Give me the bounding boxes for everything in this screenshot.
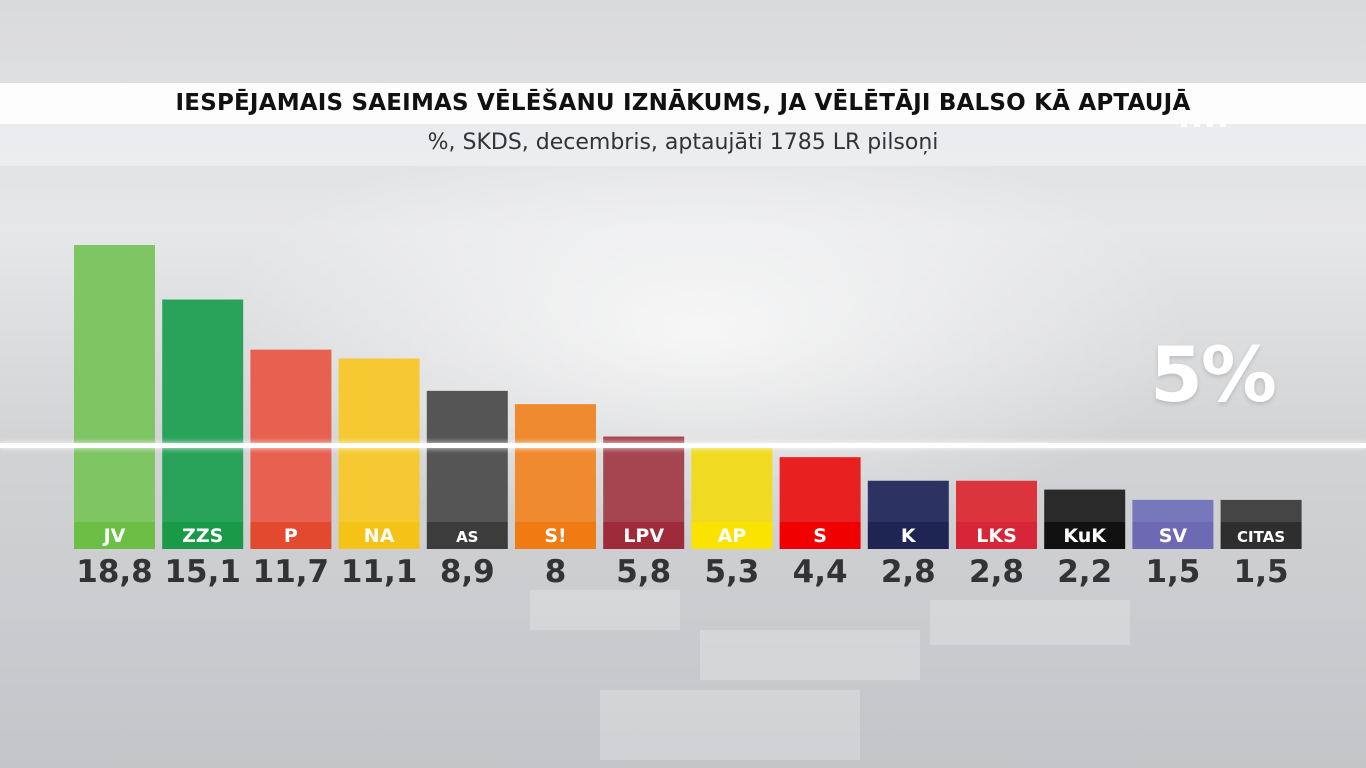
- value-label: 8: [545, 554, 567, 590]
- bar-label-box: [691, 522, 773, 549]
- bar-lpv: [603, 436, 685, 522]
- value-label: 15,1: [164, 554, 241, 590]
- value-label: 18,8: [76, 554, 153, 590]
- floor-tile: [600, 690, 860, 760]
- bar-citas: [1220, 499, 1302, 522]
- chart-title: IESPĒJAMAIS SAEIMAS VĒLĒŠANU IZNĀKUMS, J…: [175, 90, 1191, 116]
- bar-as: [426, 390, 508, 522]
- category-label: LKS: [976, 525, 1017, 547]
- value-label: 8,9: [440, 554, 495, 590]
- value-label: 4,4: [793, 554, 848, 590]
- threshold-line: [0, 443, 1366, 448]
- bar-label-box: [779, 522, 861, 549]
- bar-label-box: [603, 522, 685, 549]
- bar-label-box: [956, 522, 1037, 549]
- bar-label-box: [162, 522, 244, 549]
- value-label: 2,8: [969, 554, 1024, 590]
- title-band: [0, 83, 1366, 124]
- bar-sv: [1132, 499, 1214, 522]
- floor-tile: [700, 630, 920, 680]
- bar-label-box: [426, 522, 508, 549]
- category-label: NA: [364, 525, 395, 547]
- bar-p: [250, 349, 332, 522]
- bar-label-box: [338, 522, 420, 549]
- value-label: 1,5: [1145, 554, 1200, 590]
- bar-label-box: [1220, 522, 1302, 549]
- threshold-label: 5%: [1150, 330, 1277, 419]
- category-label: KuK: [1063, 525, 1107, 547]
- bar-k: [867, 480, 949, 522]
- bar-s: [779, 457, 861, 522]
- bar-ap: [691, 443, 773, 522]
- bar-zzs: [162, 299, 244, 522]
- bar-kuk: [1044, 489, 1126, 522]
- bar-na: [338, 358, 420, 522]
- value-label: 2,8: [881, 554, 936, 590]
- value-label: 1,5: [1234, 554, 1289, 590]
- category-label: JV: [102, 525, 126, 547]
- bar-label-box: [250, 522, 332, 549]
- category-label: AP: [718, 525, 747, 547]
- category-label: LPV: [623, 525, 664, 547]
- category-label: SV: [1159, 525, 1188, 547]
- floor-tile: [530, 590, 680, 630]
- category-label: P: [284, 525, 298, 547]
- subtitle-band: [0, 124, 1366, 166]
- category-label: ZZS: [182, 525, 223, 547]
- value-label: 2,2: [1057, 554, 1112, 590]
- bar-label-box: [1044, 522, 1126, 549]
- chart-subtitle: %, SKDS, decembris, aptaujāti 1785 LR pi…: [427, 130, 939, 155]
- category-label: S: [813, 525, 827, 547]
- bar-lks: [956, 480, 1037, 522]
- bar-label-box: [74, 522, 155, 549]
- bar-label-box: [867, 522, 949, 549]
- value-label: 11,7: [253, 554, 330, 590]
- bar-label-box: [1132, 522, 1214, 549]
- category-label: AS: [456, 528, 478, 546]
- bar-jv: [74, 245, 155, 522]
- category-label: S!: [544, 525, 566, 547]
- category-label: K: [901, 525, 917, 547]
- category-label: CITAS: [1237, 528, 1285, 546]
- value-label: 11,1: [341, 554, 418, 590]
- value-label: 5,3: [704, 554, 759, 590]
- floor-tile: [930, 600, 1130, 645]
- bar-sx: [515, 404, 596, 522]
- bar-label-box: [515, 522, 596, 549]
- value-label: 5,8: [616, 554, 671, 590]
